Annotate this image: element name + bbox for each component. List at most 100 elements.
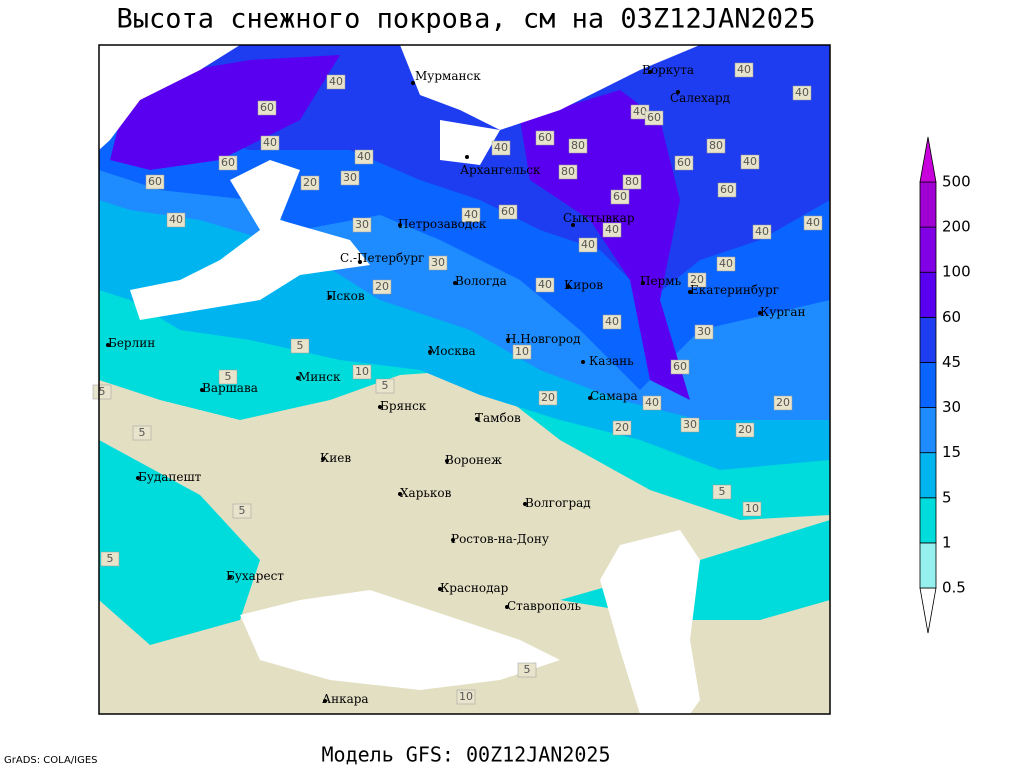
sea: [130, 160, 370, 320]
contour-label-box: [461, 207, 481, 223]
city-label: Москва: [428, 344, 476, 358]
contour-label-box: [300, 175, 320, 191]
contour-label-box: [610, 189, 630, 205]
contour-label: 80: [561, 165, 575, 178]
city-label: Бухарест: [226, 569, 284, 583]
city-dot: [641, 281, 645, 285]
contour-label: 5: [225, 370, 232, 383]
city-dot: [581, 360, 585, 364]
contour-label-box: [340, 170, 360, 186]
city-dot: [378, 405, 382, 409]
contour-label: 40: [329, 75, 343, 88]
contour-label: 10: [745, 502, 759, 515]
contour-label: 40: [464, 208, 478, 221]
contour-label-box: [717, 182, 737, 198]
contour-label-box: [735, 422, 755, 438]
contour-label-box: [92, 384, 112, 400]
snow-1-5: [99, 440, 260, 645]
contour-label: 20: [776, 396, 790, 409]
city-dot: [506, 338, 510, 342]
colorbar-band: [919, 362, 937, 408]
contour-label-box: [232, 503, 252, 519]
colorbar-band: [919, 452, 937, 499]
contour-label-box: [456, 689, 476, 705]
contour-label-box: [602, 314, 622, 330]
contour-label: 40: [806, 216, 820, 229]
city-label: Н.Новгород: [506, 332, 581, 346]
contour-label: 40: [605, 315, 619, 328]
contour-label-box: [622, 174, 642, 190]
colorbar-label: 0.5: [942, 579, 966, 597]
contour-label: 80: [625, 175, 639, 188]
city-dot: [296, 376, 300, 380]
city-label: Тамбов: [475, 411, 521, 425]
colorbar-top: [919, 136, 937, 183]
contour-label-box: [218, 155, 238, 171]
colorbar-band: [919, 542, 937, 589]
contour-label-box: [218, 369, 238, 385]
city-label: Варшава: [202, 381, 258, 395]
city-dot: [588, 396, 592, 400]
city-dot: [505, 605, 509, 609]
contour-label: 20: [738, 423, 752, 436]
contour-label: 60: [221, 156, 235, 169]
city-label: Минск: [298, 370, 341, 384]
contour-label: 40: [494, 141, 508, 154]
city-label: Вологда: [455, 274, 507, 288]
contour-label: 5: [99, 385, 106, 398]
city-label: С.-Петербург: [340, 251, 424, 265]
contour-label: 20: [615, 421, 629, 434]
contour-label: 60: [720, 183, 734, 196]
contour-label-box: [491, 140, 511, 156]
contour-label: 80: [571, 139, 585, 152]
contour-label: 60: [677, 156, 691, 169]
city-dot: [136, 476, 140, 480]
contour-label-box: [670, 359, 690, 375]
city-dot: [411, 81, 415, 85]
contour-label-box: [602, 222, 622, 238]
contour-label: 30: [431, 256, 445, 269]
contour-label: 10: [515, 345, 529, 358]
contour-label: 30: [683, 418, 697, 431]
colorbar-label: 500: [942, 173, 971, 191]
contour-label-box: [706, 138, 726, 154]
contour-label: 40: [605, 223, 619, 236]
city-dot: [566, 285, 570, 289]
contour-label-box: [132, 425, 152, 441]
city-label: Киев: [320, 451, 351, 465]
colorbar-band: [919, 316, 937, 363]
contour-label: 40: [633, 105, 647, 118]
sea: [99, 45, 240, 150]
colorbar-band: [919, 271, 937, 318]
contour-label-box: [352, 364, 372, 380]
city-label: Мурманск: [415, 69, 481, 83]
contour-label-box: [792, 85, 812, 101]
colorbar-label: 200: [942, 218, 971, 236]
city-dot: [758, 311, 762, 315]
contour-label: 60: [538, 131, 552, 144]
sea: [600, 530, 700, 714]
contour-label: 5: [719, 485, 726, 498]
contour-label-box: [568, 138, 588, 154]
contour-label: 60: [260, 101, 274, 114]
contour-label: 40: [581, 238, 595, 251]
map-frame: [98, 44, 831, 715]
contour-label: 40: [357, 150, 371, 163]
contour-label-box: [644, 110, 664, 126]
city-label: Сыктывкар: [563, 211, 635, 225]
contour-label: 10: [355, 365, 369, 378]
city-label: Самара: [590, 389, 638, 403]
contour-label: 60: [647, 111, 661, 124]
contour-label: 60: [673, 360, 687, 373]
contour-label-box: [166, 212, 186, 228]
contour-label: 40: [743, 155, 757, 168]
contour-label-box: [145, 174, 165, 190]
city-dot: [571, 223, 575, 227]
city-label: Будапешт: [138, 470, 202, 484]
contour-label: 5: [297, 339, 304, 352]
city-dot: [465, 155, 469, 159]
contour-label: 20: [375, 280, 389, 293]
contour-label-box: [752, 224, 772, 240]
contour-label-box: [578, 237, 598, 253]
contour-label-box: [352, 217, 372, 233]
